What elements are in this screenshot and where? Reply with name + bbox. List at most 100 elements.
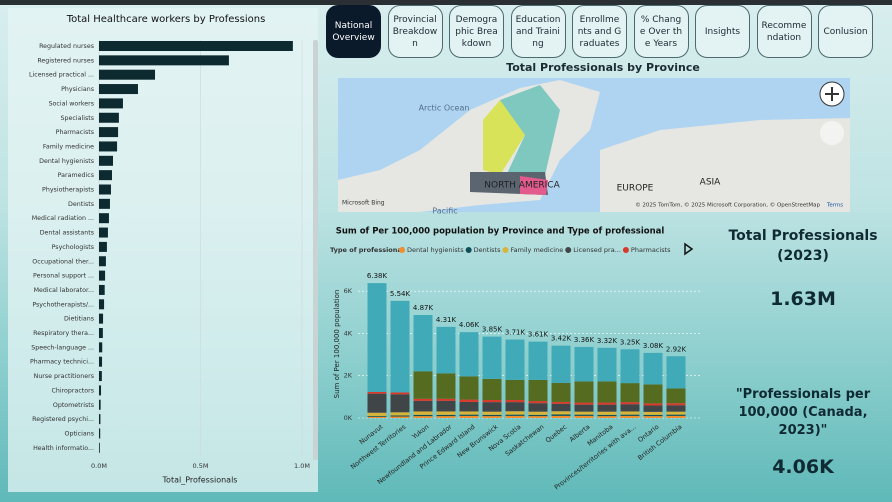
bar bbox=[99, 270, 106, 281]
y-tick-label: 2K bbox=[344, 372, 353, 380]
legend-swatch bbox=[565, 247, 572, 253]
bar bbox=[99, 328, 103, 338]
legend-next[interactable] bbox=[684, 242, 694, 256]
bar-segment bbox=[390, 416, 410, 418]
y-tick-label: Physicians bbox=[61, 86, 94, 93]
bar-segment bbox=[574, 404, 594, 412]
bar bbox=[99, 313, 104, 324]
bar bbox=[99, 385, 102, 396]
x-tick-label: 0.0M bbox=[91, 462, 107, 470]
legend-label: Pharmacists bbox=[631, 246, 671, 254]
nav-button[interactable]: National Overview bbox=[326, 5, 381, 58]
bar-segment bbox=[505, 411, 525, 415]
bar-segment bbox=[574, 414, 594, 416]
bar-segment bbox=[666, 403, 686, 406]
map-label: ASIA bbox=[700, 178, 722, 188]
zoom-out[interactable] bbox=[820, 121, 844, 145]
bar-segment bbox=[620, 404, 640, 412]
bar-segment bbox=[367, 415, 387, 417]
bar-segment bbox=[574, 402, 594, 405]
nav-button[interactable]: Insights bbox=[695, 5, 750, 58]
bar-segment bbox=[597, 402, 617, 405]
bar-segment bbox=[666, 405, 686, 412]
bar-segment bbox=[597, 381, 617, 403]
bar-segment bbox=[482, 402, 502, 412]
nav-button[interactable]: Conlusion bbox=[818, 5, 873, 58]
card-title: "Professionals per 100,000 (Canada, 2023… bbox=[735, 387, 871, 438]
bar-segment bbox=[643, 405, 663, 412]
bar-segment bbox=[666, 411, 686, 415]
legend-label: Licensed pra... bbox=[573, 246, 621, 254]
total-label: 4.06K bbox=[459, 321, 480, 329]
bar-segment bbox=[413, 315, 433, 372]
bar bbox=[99, 213, 109, 224]
bar-segment bbox=[597, 404, 617, 412]
bar-segment bbox=[436, 400, 456, 412]
y-tick-label: Pharmacy technici... bbox=[30, 359, 94, 366]
nav-button[interactable]: Enrollments and Graduates bbox=[572, 5, 627, 58]
y-tick-label: Family medicine bbox=[43, 143, 94, 150]
bar-segment bbox=[551, 382, 571, 402]
bar-segment bbox=[413, 371, 433, 399]
bar bbox=[99, 55, 229, 66]
bar-segment bbox=[528, 411, 548, 415]
bar-segment bbox=[482, 400, 502, 403]
y-tick-label: Specialists bbox=[61, 115, 94, 122]
bar-segment bbox=[390, 412, 410, 416]
bar-segment bbox=[597, 416, 617, 418]
bar-segment bbox=[436, 326, 456, 374]
bar-segment bbox=[620, 349, 640, 384]
bar-segment bbox=[459, 332, 479, 377]
map-brand: Microsoft Bing bbox=[342, 200, 385, 207]
y-axis-label: Sum of Per 100,000 population bbox=[333, 290, 341, 399]
legend-swatch bbox=[465, 247, 472, 253]
y-tick-label: Speech-language ... bbox=[31, 344, 94, 351]
y-tick-label: Dietitians bbox=[64, 316, 94, 323]
y-tick-label: 6K bbox=[344, 287, 353, 295]
x-tick-label: 1.0M bbox=[294, 462, 310, 470]
bar-segment bbox=[436, 416, 456, 418]
map-label: NORTH AMERICA bbox=[484, 181, 560, 191]
bar-segment bbox=[367, 391, 387, 394]
bar-segment bbox=[597, 414, 617, 417]
nav-button[interactable]: Recommendation bbox=[756, 5, 812, 58]
bar-segment bbox=[505, 402, 525, 412]
bar-segment bbox=[551, 415, 571, 418]
y-tick-label: Regulated nurses bbox=[39, 43, 94, 50]
y-tick-label: Registered nurses bbox=[37, 57, 94, 64]
bar bbox=[99, 170, 112, 181]
bar-segment bbox=[597, 347, 617, 382]
nav-button[interactable]: Education and Training bbox=[510, 5, 566, 58]
nav-button[interactable]: % Change Over the Years bbox=[633, 5, 689, 58]
bar-segment bbox=[436, 373, 456, 399]
legend-label: Family medicine bbox=[510, 246, 563, 254]
bar-segment bbox=[666, 414, 686, 416]
bar-segment bbox=[551, 345, 571, 383]
total-label: 4.31K bbox=[436, 316, 457, 324]
y-tick-label: 0K bbox=[344, 414, 353, 422]
bar-segment bbox=[390, 392, 410, 395]
bar bbox=[99, 241, 107, 252]
bar-segment bbox=[482, 416, 502, 418]
bar-segment bbox=[413, 411, 433, 415]
x-axis-label: Total_Professionals bbox=[162, 476, 238, 485]
map-terms[interactable]: Terms bbox=[826, 203, 843, 209]
y-tick-label: Registered psychi... bbox=[32, 416, 94, 423]
map-attribution: © 2025 TomTom, © 2025 Microsoft Corporat… bbox=[635, 202, 820, 209]
plus-icon bbox=[825, 87, 839, 101]
bar-segment bbox=[505, 339, 525, 380]
nav-button[interactable]: Demographic Breakdown bbox=[449, 5, 504, 58]
legend-title: Type of professional bbox=[330, 246, 404, 254]
bar-segment bbox=[666, 415, 686, 418]
total-label: 3.71K bbox=[505, 329, 526, 337]
y-tick-label: Opticians bbox=[64, 430, 94, 437]
bar-segment bbox=[528, 341, 548, 380]
region bbox=[520, 176, 548, 195]
bar-segment bbox=[436, 411, 456, 415]
bar bbox=[99, 155, 114, 166]
nav-button[interactable]: Provincial Breakdown bbox=[387, 5, 443, 58]
bar-segment bbox=[482, 411, 502, 415]
bar bbox=[99, 442, 100, 453]
total-label: 3.08K bbox=[643, 342, 664, 350]
scrollbar[interactable] bbox=[313, 40, 318, 460]
